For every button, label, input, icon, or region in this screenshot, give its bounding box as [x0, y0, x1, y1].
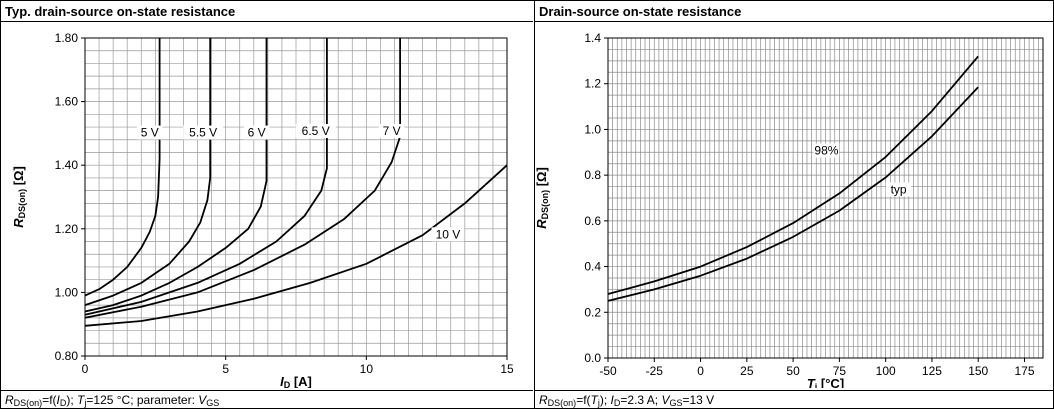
x-tick-label: -50: [599, 364, 617, 378]
y-tick-label: 0.0: [584, 351, 601, 365]
series-annotation-label: 7 V: [383, 124, 401, 138]
x-tick-label: 75: [833, 364, 847, 378]
y-axis-label: RDS(on) [Ω]: [535, 167, 550, 229]
y-tick-label: 0.2: [584, 305, 601, 319]
annotation-background: [183, 125, 224, 140]
plot-area-border: [84, 37, 508, 357]
series-annotation-label: 6.5 V: [302, 124, 330, 138]
series-annotation-label: 5 V: [141, 126, 159, 140]
x-tick-label: 0: [82, 362, 89, 376]
right-chart-title: Drain-source on-state resistance: [535, 1, 1054, 22]
y-tick-label: 1.60: [55, 95, 79, 109]
left-chart-caption: RDS(on)=f(ID); Tj=125 °C; parameter: VGS: [1, 390, 533, 408]
x-tick-label: 25: [740, 364, 754, 378]
x-tick-label: 10: [360, 362, 374, 376]
x-tick-label: 5: [222, 362, 229, 376]
y-tick-label: 1.4: [584, 31, 601, 45]
x-axis-label: ID [A]: [280, 374, 312, 388]
y-tick-label: 1.0: [584, 122, 601, 136]
y-tick-label: 0.6: [584, 214, 601, 228]
x-tick-label: 125: [922, 364, 942, 378]
series-line-5-v: [84, 38, 161, 297]
x-axis-label: Tj [°C]: [807, 376, 844, 388]
series-line-5-5-v: [84, 38, 212, 306]
x-tick-label: -25: [646, 364, 664, 378]
series-annotation-label: typ: [891, 182, 907, 196]
annotation-background: [136, 125, 163, 140]
x-tick-label: 100: [876, 364, 896, 378]
series-line-7-v: [84, 38, 401, 319]
annotation-background: [431, 227, 465, 242]
x-tick-label: 175: [1014, 364, 1034, 378]
annotation-background: [243, 125, 270, 140]
series-annotation-label: 10 V: [436, 227, 461, 241]
annotation-background: [378, 123, 405, 138]
plot-area-border: [607, 37, 1044, 359]
left-chart-title: Typ. drain-source on-state resistance: [1, 1, 533, 22]
series-line-6-5-v: [84, 38, 328, 316]
series-annotation-label: 5.5 V: [189, 126, 217, 140]
y-tick-label: 0.8: [584, 168, 601, 182]
y-tick-label: 0.4: [584, 260, 601, 274]
series-line-typ: [607, 86, 979, 302]
x-tick-label: 150: [968, 364, 988, 378]
series-line-6-v: [84, 38, 268, 313]
y-tick-label: 1.2: [584, 77, 601, 91]
annotation-background: [813, 143, 840, 158]
right-chart-svg: -50 -25 0 25 50 75 100 125 150 175 0.0 0.2 0.4 0.6 0.8…: [535, 31, 1044, 388]
y-tick-label: 1.00: [55, 285, 79, 299]
y-tick-label: 1.80: [55, 31, 79, 45]
annotation-background: [885, 182, 912, 197]
series-annotation-label: 6 V: [248, 126, 266, 140]
series-line-98-: [607, 55, 979, 295]
right-chart-caption: RDS(on)=f(Tj); ID=2.3 A; VGS=13 V: [535, 390, 1054, 408]
left-chart-svg: 0 5 10 15 0.80 1.00 1.20 1.40 1.60 1.80 ID [A] RDS(…: [11, 31, 514, 388]
x-tick-label: 15: [500, 362, 514, 376]
annotation-background: [295, 123, 336, 138]
y-tick-label: 0.80: [55, 349, 79, 363]
x-tick-label: 0: [697, 364, 704, 378]
y-tick-label: 1.40: [55, 158, 79, 172]
left-chart-panel: Typ. drain-source on-state resistance 0 5…: [1, 1, 533, 408]
series-annotation-label: 98%: [814, 144, 838, 158]
y-axis-label: RDS(on) [Ω]: [11, 166, 27, 228]
right-chart-panel: Drain-source on-state resistance -50 -25 0…: [534, 1, 1054, 408]
series-line-10-v: [84, 164, 508, 327]
x-tick-label: 50: [786, 364, 800, 378]
y-tick-label: 1.20: [55, 222, 79, 236]
